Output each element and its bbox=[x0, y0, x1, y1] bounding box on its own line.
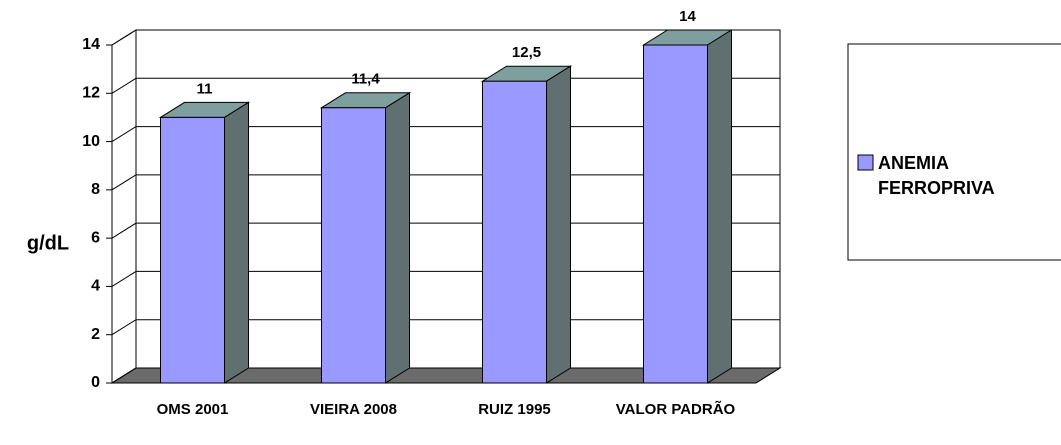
y-axis-label: g/dL bbox=[27, 232, 69, 254]
bar bbox=[641, 29, 734, 384]
side-wall bbox=[111, 29, 137, 384]
x-tick-label: VIEIRA 2008 bbox=[310, 401, 397, 418]
x-tick-label: VALOR PADRÃO bbox=[615, 401, 736, 418]
bar-front bbox=[482, 80, 547, 384]
bar-front bbox=[160, 116, 225, 384]
bar-front bbox=[321, 107, 386, 384]
legend-swatch bbox=[857, 154, 874, 171]
bar-front bbox=[643, 44, 708, 384]
bar-side bbox=[546, 65, 571, 384]
y-tick-label: 8 bbox=[91, 181, 100, 198]
x-tick-label: OMS 2001 bbox=[156, 401, 229, 418]
x-tick-label: RUIZ 1995 bbox=[478, 401, 551, 418]
y-tick-label: 0 bbox=[91, 374, 100, 391]
bar bbox=[480, 65, 573, 384]
legend-box bbox=[847, 43, 1061, 261]
y-tick-label: 2 bbox=[91, 326, 100, 343]
data-label: 14 bbox=[679, 8, 696, 25]
data-label: 11,4 bbox=[351, 71, 380, 88]
bar bbox=[158, 101, 251, 384]
bar-side bbox=[385, 91, 410, 384]
y-tick-label: 14 bbox=[82, 36, 100, 53]
legend-label: ANEMIA FERROPRIVA bbox=[878, 153, 995, 198]
bar-side bbox=[224, 101, 249, 384]
bar bbox=[319, 91, 412, 384]
y-tick-label: 10 bbox=[82, 133, 100, 150]
grid-line bbox=[111, 29, 780, 46]
bar-side bbox=[707, 29, 732, 384]
y-tick-label: 6 bbox=[91, 229, 100, 246]
data-label: 12,5 bbox=[512, 44, 541, 61]
y-tick-label: 4 bbox=[91, 278, 100, 295]
y-tick-label: 12 bbox=[82, 85, 100, 102]
data-label: 11 bbox=[197, 80, 213, 97]
